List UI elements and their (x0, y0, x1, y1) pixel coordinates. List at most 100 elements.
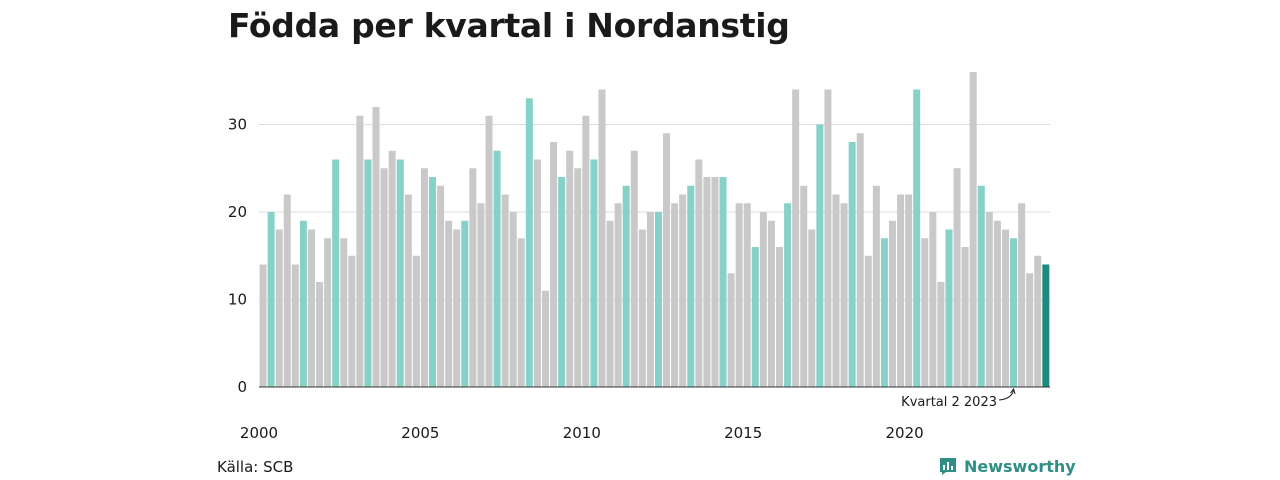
bar (340, 238, 348, 387)
bar (267, 212, 275, 387)
bar (824, 89, 832, 387)
bar (751, 247, 759, 387)
bar (679, 194, 687, 387)
bar (719, 177, 727, 387)
bar (372, 107, 380, 387)
bar (307, 229, 315, 387)
bar (469, 168, 477, 387)
bar (1010, 238, 1018, 387)
bar (735, 203, 743, 387)
y-tick-label: 30 (228, 116, 247, 134)
x-tick-label: 2010 (563, 424, 601, 442)
y-tick-label: 0 (237, 378, 247, 396)
x-tick-label: 2005 (401, 424, 439, 442)
bar (759, 212, 767, 387)
y-axis: 0 10 20 30 (228, 116, 247, 397)
bar (663, 133, 671, 387)
bar (784, 203, 792, 387)
bar (767, 220, 775, 387)
bar (953, 168, 961, 387)
x-tick-label: 2000 (240, 424, 278, 442)
brand-logo[interactable]: Newsworthy (938, 456, 1076, 476)
bar (493, 150, 501, 387)
bar (525, 98, 533, 387)
bar (1026, 273, 1034, 387)
bar (872, 185, 880, 387)
bar (969, 72, 977, 387)
bar (864, 255, 872, 387)
bar (348, 255, 356, 387)
bar (283, 194, 291, 387)
bar (541, 290, 549, 387)
bar (808, 229, 816, 387)
bar (509, 212, 517, 387)
bar (880, 238, 888, 387)
y-tick-label: 10 (228, 291, 247, 309)
bar (533, 159, 541, 387)
bar (1001, 229, 1009, 387)
bar (364, 159, 372, 387)
bar (703, 177, 711, 387)
bar (590, 159, 598, 387)
bar (695, 159, 703, 387)
bar (404, 194, 412, 387)
bar (654, 212, 662, 387)
bar (832, 194, 840, 387)
bar (316, 282, 324, 387)
bar (800, 185, 808, 387)
bar (743, 203, 751, 387)
bar (517, 238, 525, 387)
bar (461, 220, 469, 387)
bar (582, 115, 590, 387)
bar (630, 150, 638, 387)
bar (420, 168, 428, 387)
y-tick-label: 20 (228, 203, 247, 221)
bar (671, 203, 679, 387)
bar (897, 194, 905, 387)
bar (961, 247, 969, 387)
bar (412, 255, 420, 387)
highlight-annotation: Kvartal 2 2023 (901, 387, 1016, 410)
bar (993, 220, 1001, 387)
bar (889, 220, 896, 387)
bar (501, 194, 509, 387)
bar (453, 229, 461, 387)
bar (429, 177, 437, 387)
bar (1018, 203, 1026, 387)
bar (792, 89, 800, 387)
bar (985, 212, 993, 387)
bar (574, 168, 582, 387)
annotation-arrowhead (1010, 387, 1016, 395)
x-tick-label: 2020 (886, 424, 924, 442)
bar (566, 150, 574, 387)
bar (646, 212, 654, 387)
bar (477, 203, 485, 387)
bar (687, 185, 695, 387)
bar (388, 150, 396, 387)
annotation-label: Kvartal 2 2023 (901, 395, 997, 410)
bar (485, 115, 493, 387)
bar (1034, 255, 1042, 387)
bar (1042, 264, 1050, 387)
bar (840, 203, 848, 387)
bar (711, 177, 719, 387)
bars (259, 72, 1050, 387)
bar (550, 142, 558, 387)
x-tick-label: 2015 (724, 424, 762, 442)
brand-name: Newsworthy (964, 456, 1076, 476)
bar (937, 282, 945, 387)
bar (913, 89, 921, 387)
source-note: Källa: SCB (217, 458, 294, 476)
bar (614, 203, 622, 387)
bar (606, 220, 614, 387)
bar (356, 115, 364, 387)
bar (776, 247, 784, 387)
bar (816, 124, 824, 387)
bar (856, 133, 864, 387)
bar (445, 220, 453, 387)
x-axis: 2000 2005 2010 2015 2020 (240, 424, 924, 442)
bar (259, 264, 267, 387)
bar (848, 142, 856, 387)
bar (380, 168, 388, 387)
